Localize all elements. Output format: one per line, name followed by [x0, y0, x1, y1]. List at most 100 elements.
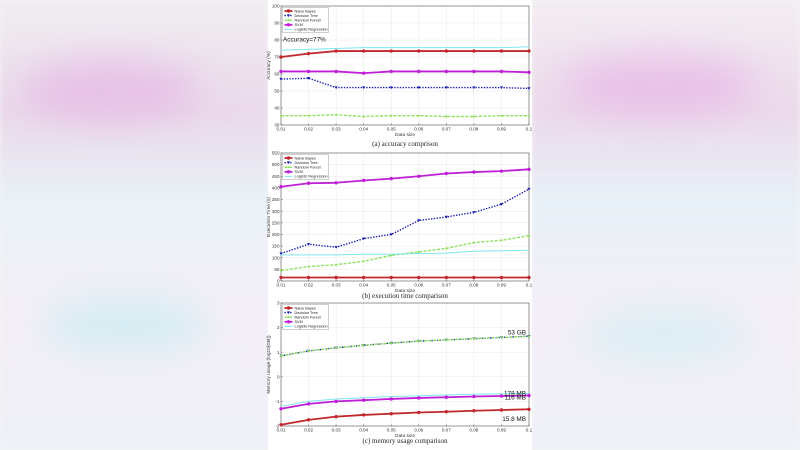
x-tick-label: 0.07: [442, 127, 451, 132]
y-axis-label: Accuracy (%): [266, 51, 272, 80]
data-point: [444, 338, 448, 342]
x-tick-label: 0.03: [332, 283, 341, 288]
series-line: [280, 408, 530, 426]
data-point: [389, 113, 393, 118]
data-point: [334, 263, 338, 267]
data-point: [444, 171, 449, 176]
series-line: [280, 394, 530, 410]
data-point: [472, 240, 476, 244]
data-point: [389, 86, 393, 90]
data-point: [389, 397, 393, 401]
data-point: [472, 211, 476, 214]
legend-label: Random Forest: [295, 19, 322, 23]
data-point: [279, 252, 283, 256]
data-point: [306, 181, 311, 185]
data-point: [417, 174, 421, 178]
y-axis-label: Execution Time (s): [266, 197, 272, 237]
y-tick-label: 1: [277, 350, 280, 355]
y-tick-label: 150: [272, 244, 280, 249]
series-logistic-regression: [281, 249, 530, 256]
series-line: [280, 392, 530, 407]
series-line: [281, 249, 530, 256]
y-axis-label: Memory usage (log10(GB)): [266, 335, 272, 394]
data-point: [389, 253, 393, 257]
y-tick-label: 400: [272, 186, 280, 191]
data-point: [472, 275, 476, 280]
data-point: [361, 49, 366, 53]
data-point: [334, 414, 338, 419]
series-random-forest: [279, 233, 531, 272]
data-point: [417, 339, 421, 343]
x-tick-label: 0.08: [469, 127, 478, 132]
data-point: [306, 113, 311, 118]
series-random-forest: [279, 113, 531, 118]
data-point: [389, 69, 393, 74]
data-point: [527, 113, 531, 118]
y-tick-label: 90: [274, 21, 280, 26]
x-tick-label: 0.07: [442, 283, 451, 288]
legend-label: Naive Bayes: [295, 9, 316, 13]
data-point: [527, 70, 531, 75]
series-line: [280, 46, 530, 51]
legend-label: SVM: [295, 320, 303, 324]
y-tick-label: 200: [272, 232, 280, 237]
data-point: [279, 423, 283, 427]
y-tick-label: 2: [277, 325, 280, 330]
data-point: [499, 86, 504, 90]
data-point: [362, 86, 366, 90]
series-line: [281, 70, 530, 75]
data-point: [362, 114, 366, 118]
series-line: [280, 335, 530, 357]
y-tick-label: 450: [272, 174, 280, 179]
data-point: [306, 243, 311, 246]
data-point: [417, 69, 421, 74]
series-decision-tree: [279, 77, 531, 90]
legend-marker: [286, 14, 291, 18]
data-point: [279, 268, 283, 272]
y-tick-label: 100: [272, 255, 280, 260]
y-tick-label: 500: [272, 162, 280, 167]
y-tick-label: 60: [274, 72, 280, 77]
data-point: [334, 275, 338, 280]
data-point: [527, 334, 531, 338]
data-point: [279, 69, 283, 74]
data-point: [499, 408, 504, 412]
legend-label: SVM: [295, 170, 303, 174]
data-point: [527, 167, 531, 171]
series-svm: [279, 69, 531, 75]
legend-marker: [286, 165, 291, 169]
data-point: [361, 398, 366, 402]
x-tick-label: 0.1: [526, 127, 533, 132]
data-point: [417, 250, 421, 254]
data-point: [334, 399, 338, 404]
x-tick-label: 0.09: [497, 428, 506, 433]
data-point: [499, 335, 504, 339]
data-point: [527, 233, 531, 237]
data-point: [362, 237, 366, 241]
y-tick-label: 70: [274, 55, 280, 60]
data-point: [279, 407, 283, 411]
data-point: [334, 86, 338, 90]
data-point: [527, 275, 531, 280]
x-tick-label: 0.08: [469, 428, 478, 433]
chart-panel-2: 0 50 100 150 200 250 300 350 400 450 500 550 0.01 0.0…: [266, 151, 533, 300]
series-line: [280, 188, 530, 255]
legend-marker: [286, 18, 291, 22]
legend-label: Logistic Regression: [295, 175, 328, 179]
data-point: [499, 49, 504, 53]
legend-label: SVM: [295, 23, 303, 27]
data-point: [499, 394, 504, 398]
data-point: [527, 49, 531, 53]
data-point: [306, 349, 311, 353]
data-point: [472, 49, 476, 53]
series-line: [281, 114, 529, 118]
series-svm: [279, 167, 531, 189]
data-point: [389, 49, 393, 53]
series-naive-bayes: [279, 275, 531, 280]
legend-label: Naive Bayes: [295, 156, 316, 160]
plot-frame: [280, 302, 530, 427]
data-point: [279, 55, 283, 59]
value-annotation: 116 MB: [504, 395, 526, 402]
